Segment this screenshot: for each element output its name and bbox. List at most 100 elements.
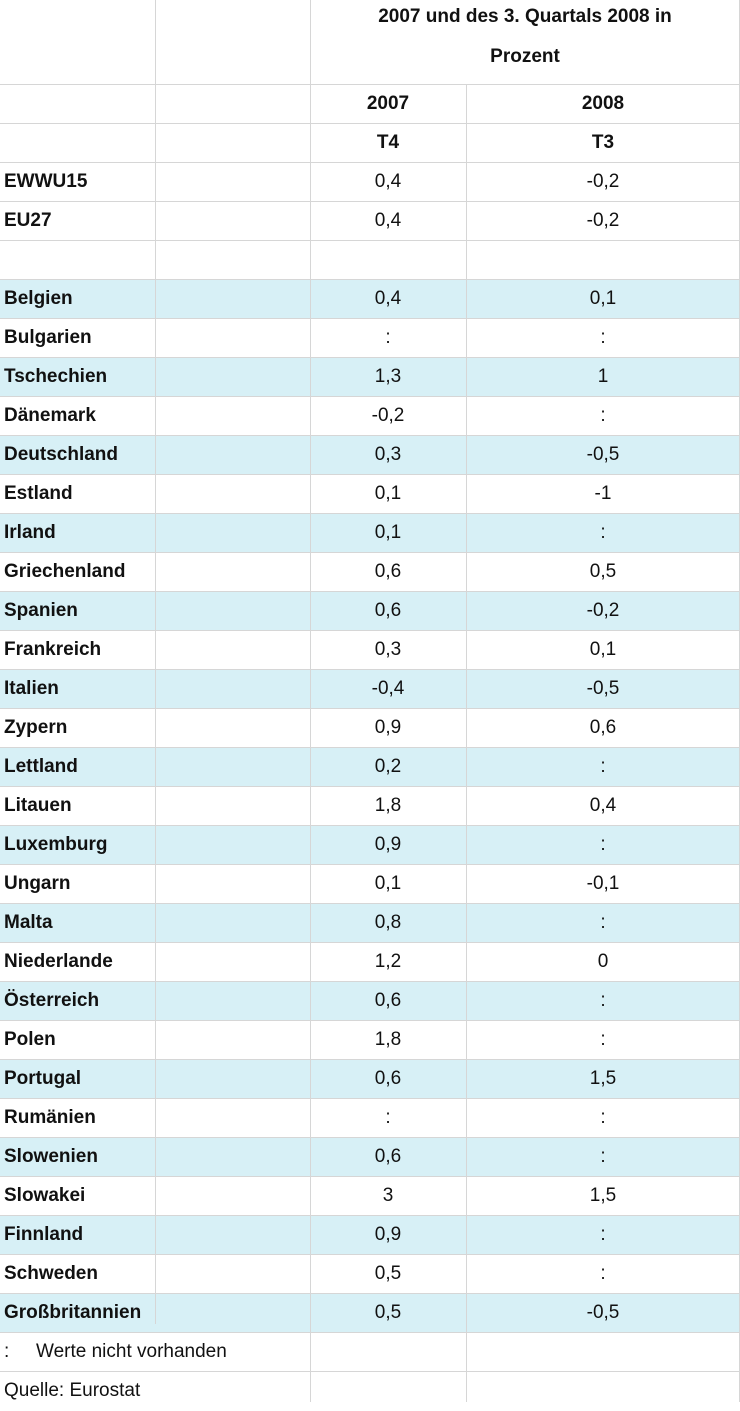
table-row: Slowakei 3 1,5 [0,1177,740,1216]
value-2008: : [600,327,606,348]
footnote: : Werte nicht vorhanden [4,1333,227,1371]
value-2007: -0,2 [371,405,405,426]
table-row: Luxemburg 0,9: [0,826,740,865]
value-2007: 0,4 [374,171,402,192]
table-row: Litauen 1,8 0,4 [0,787,740,826]
value-2007: 0,2 [374,756,402,777]
value-2007: 1,8 [374,1029,402,1050]
source-label: Quelle: Eurostat [4,1380,141,1401]
header-row-quarters: T4 T3 [0,124,740,163]
country-name: Zypern [4,717,68,738]
footnote-text: Werte nicht vorhanden [36,1341,227,1362]
table-row: Zypern 0,9 0,6 [0,709,740,748]
country-name: Schweden [4,1263,98,1284]
value-2007: -0,4 [371,678,405,699]
table-row: Frankreich 0,3 0,1 [0,631,740,670]
value-2007: 0,6 [374,600,402,621]
grid-line [155,0,156,1324]
value-2008: -0,2 [586,210,620,231]
table-row: Ungarn 0,1 -0,1 [0,865,740,904]
table-row: Belgien 0,4 0,1 [0,280,740,319]
quarter-header-2008: T3 [591,132,615,153]
country-name: Belgien [4,288,73,309]
value-2007: 0,6 [374,990,402,1011]
value-2008: : [600,405,606,426]
value-2007: 0,5 [374,1263,402,1284]
year-header-2007: 2007 [366,93,410,114]
value-2008: 0 [597,951,609,972]
country-name: Lettland [4,756,78,777]
table-row: Finnland 0,9: [0,1216,740,1255]
country-name: Polen [4,1029,56,1050]
country-name: Malta [4,912,53,933]
table-row-empty [0,241,740,280]
country-name: Ungarn [4,873,71,894]
value-2007: 0,5 [374,1302,402,1323]
value-2008: 0,1 [589,639,617,660]
country-name: Slowakei [4,1185,86,1206]
value-2008: : [600,990,606,1011]
country-name: Österreich [4,990,100,1011]
value-2007: 0,6 [374,1068,402,1089]
value-2008: -0,2 [586,600,620,621]
table-row: Tschechien 1,3 1 [0,358,740,397]
value-2008: : [600,912,606,933]
value-2007: 0,3 [374,444,402,465]
value-2007: 0,9 [374,834,402,855]
value-2008: : [600,1224,606,1245]
table-header-title: 2007 und des 3. Quartals 2008 in Prozent [0,0,740,85]
country-name: Niederlande [4,951,113,972]
table-row: Rumänien:: [0,1099,740,1138]
table-row-aggregate: EWWU15 0,4 -0,2 [0,163,740,202]
country-name: Portugal [4,1068,82,1089]
value-2008: 0,1 [589,288,617,309]
value-2007: 0,6 [374,561,402,582]
footnote-row: : Werte nicht vorhanden [0,1333,740,1372]
value-2007: 1,3 [374,366,402,387]
value-2008: -0,5 [586,1302,620,1323]
value-2008: 1 [597,366,609,387]
value-2007: 0,4 [374,210,402,231]
table-row: Slowenien 0,6: [0,1138,740,1177]
table-row: Bulgarien:: [0,319,740,358]
value-2008: 0,5 [589,561,617,582]
country-name: Großbritannien [4,1302,142,1323]
value-2008: : [600,1029,606,1050]
country-name: Griechenland [4,561,126,582]
value-2008: -0,5 [586,678,620,699]
value-2008: 1,5 [589,1068,617,1089]
value-2007: 0,1 [374,483,402,504]
value-2008: : [600,834,606,855]
year-header-2008: 2008 [581,93,625,114]
table-row: Spanien 0,6 -0,2 [0,592,740,631]
footnote-symbol: : [4,1341,10,1362]
value-2008: : [600,1107,606,1128]
value-2008: -1 [594,483,612,504]
value-2008: : [600,522,606,543]
value-2007: 3 [382,1185,394,1206]
value-2007: 0,8 [374,912,402,933]
table-row-aggregate: EU27 0,4 -0,2 [0,202,740,241]
table-row: Griechenland 0,6 0,5 [0,553,740,592]
value-2008: : [600,1263,606,1284]
table-title-line-2: Prozent [490,46,560,67]
row-label: EWWU15 [4,171,88,192]
country-name: Estland [4,483,73,504]
table-row: Portugal 0,6 1,5 [0,1060,740,1099]
country-name: Bulgarien [4,327,92,348]
table-row: Deutschland 0,3 -0,5 [0,436,740,475]
table-row: Niederlande 1,2 0 [0,943,740,982]
value-2008: : [600,1146,606,1167]
value-2007: 0,3 [374,639,402,660]
value-2008: 1,5 [589,1185,617,1206]
value-2007: 0,4 [374,288,402,309]
table-row: Schweden 0,5: [0,1255,740,1294]
country-name: Italien [4,678,59,699]
value-2007: : [385,327,391,348]
value-2008: -0,1 [586,873,620,894]
table-row: Lettland 0,2: [0,748,740,787]
value-2008: -0,5 [586,444,620,465]
table-row: Irland 0,1: [0,514,740,553]
country-name: Spanien [4,600,78,621]
